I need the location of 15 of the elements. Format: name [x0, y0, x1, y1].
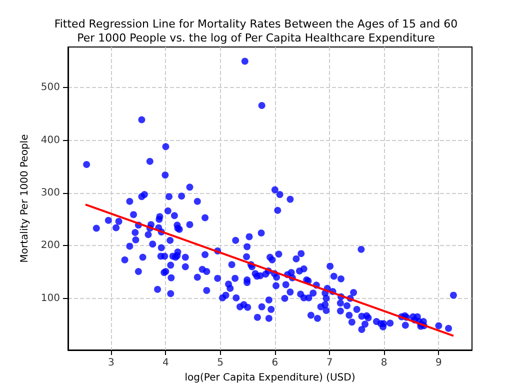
x-tick-label: 7: [326, 358, 333, 368]
x-tick-label: 5: [217, 358, 224, 368]
y-tick-label: 300: [40, 187, 60, 198]
x-tick-label: 9: [436, 358, 442, 368]
y-axis-title: Mortality Per 1000 People: [20, 134, 31, 263]
y-tick-label: 100: [40, 292, 60, 304]
y-tick-label: 400: [40, 134, 60, 146]
chart-title: Fitted Regression Line for Mortality Rates Between the Ages of 15 and 60 Per 1000 People vs. the log of Per Capita Healthcare Expenditure: [54, 18, 458, 44]
x-tick-label: 8: [380, 358, 388, 368]
x-tick-label: 6: [272, 358, 278, 368]
x-tick-label: 3: [108, 358, 114, 368]
x-tick-label: 4: [162, 358, 169, 368]
y-tick-label: 200: [40, 240, 60, 252]
y-tick-label: 500: [40, 82, 60, 94]
x-axis-title: log(Per Capita Expenditure) (USD): [184, 372, 356, 384]
